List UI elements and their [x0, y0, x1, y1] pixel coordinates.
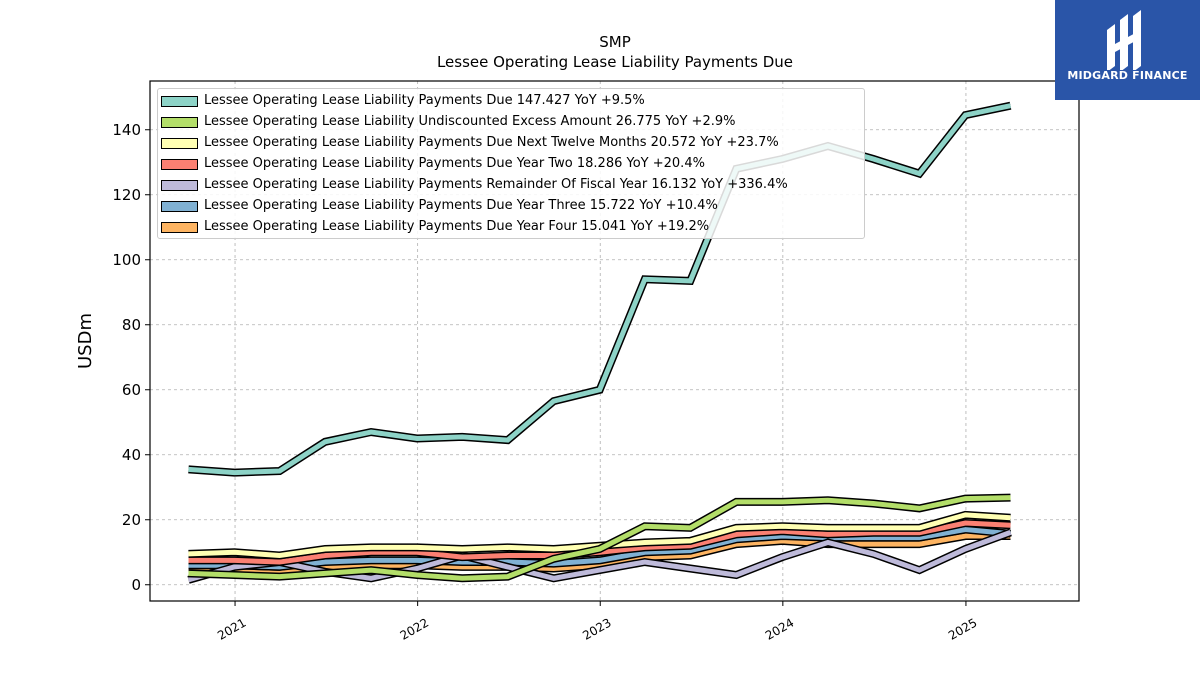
legend-label: Lessee Operating Lease Liability Payment… — [204, 156, 705, 171]
legend-item: Lessee Operating Lease Liability Payment… — [158, 196, 864, 217]
x-tick-label: 2025 — [946, 615, 979, 642]
chart-title: SMP — [599, 33, 631, 51]
midgard-logo-icon — [1107, 10, 1141, 70]
y-tick-label: 0 — [131, 576, 141, 594]
x-tick-label: 2023 — [580, 615, 613, 642]
legend-swatch — [161, 117, 198, 128]
y-tick-label: 100 — [112, 251, 141, 269]
legend-label: Lessee Operating Lease Liability Payment… — [204, 135, 779, 150]
legend-label: Lessee Operating Lease Liability Payment… — [204, 198, 718, 213]
legend-swatch — [161, 180, 198, 191]
legend-swatch — [161, 222, 198, 233]
legend-label: Lessee Operating Lease Liability Payment… — [204, 177, 788, 192]
legend-swatch — [161, 159, 198, 170]
x-tick-label: 2021 — [215, 615, 248, 642]
legend-item: Lessee Operating Lease Liability Payment… — [158, 133, 864, 154]
series-7-line — [188, 533, 1011, 576]
series-layer — [187, 101, 1012, 584]
y-tick-label: 120 — [112, 186, 141, 204]
series-2-line — [188, 495, 1011, 581]
x-tick-label: 2024 — [763, 615, 796, 642]
y-axis: 0 20 40 60 80 100 120 140 — [112, 121, 150, 594]
plot-frame — [149, 80, 1080, 602]
legend-label: Lessee Operating Lease Liability Payment… — [204, 93, 645, 108]
legend-item: Lessee Operating Lease Liability Payment… — [158, 217, 864, 238]
logo-text: MIDGARD FINANCE — [1067, 69, 1188, 82]
y-tick-label: 140 — [112, 121, 141, 139]
legend-swatch — [161, 138, 198, 149]
y-tick-label: 80 — [122, 316, 141, 334]
series-1-line — [188, 103, 1012, 476]
x-tick-label: 2022 — [398, 615, 431, 642]
legend-item: Lessee Operating Lease Liability Payment… — [158, 175, 864, 196]
legend-swatch — [161, 96, 198, 107]
x-axis: 2021 2022 2023 2024 2025 — [215, 601, 979, 643]
y-tick-label: 20 — [122, 511, 141, 529]
legend-item: Lessee Operating Lease Liability Payment… — [158, 91, 864, 112]
chart-subtitle: Lessee Operating Lease Liability Payment… — [437, 53, 793, 71]
y-tick-label: 60 — [122, 381, 141, 399]
y-tick-label: 40 — [122, 446, 141, 464]
legend: Lessee Operating Lease Liability Payment… — [157, 88, 865, 239]
legend-label: Lessee Operating Lease Liability Payment… — [204, 219, 710, 234]
series-6-line — [188, 526, 1011, 570]
y-axis-label: USDm — [75, 313, 96, 369]
legend-item: Lessee Operating Lease Liability Payment… — [158, 154, 864, 175]
legend-label: Lessee Operating Lease Liability Undisco… — [204, 114, 736, 129]
midgard-finance-logo: MIDGARD FINANCE — [1055, 0, 1200, 100]
legend-swatch — [161, 201, 198, 212]
legend-item: Lessee Operating Lease Liability Undisco… — [158, 112, 864, 133]
